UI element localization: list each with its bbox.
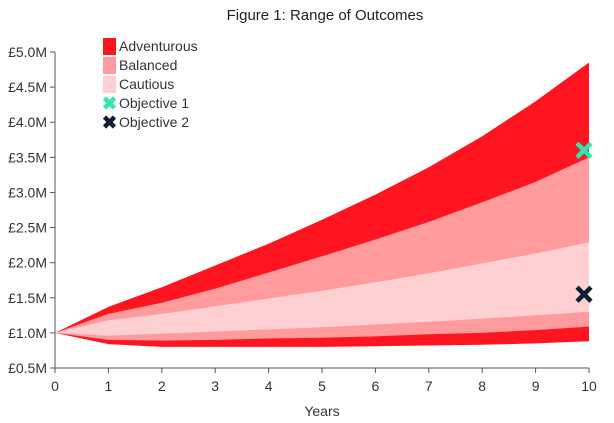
x-tick-label: 6 bbox=[372, 378, 380, 394]
y-tick-label: £0.5M bbox=[8, 360, 47, 376]
chart-title: Figure 1: Range of Outcomes bbox=[227, 7, 424, 24]
y-tick-label: £1.0M bbox=[8, 325, 47, 341]
y-tick-label: £2.5M bbox=[8, 220, 47, 236]
y-tick-label: £4.0M bbox=[8, 114, 47, 130]
x-tick-label: 2 bbox=[158, 378, 166, 394]
x-tick-label: 3 bbox=[211, 378, 219, 394]
y-tick-label: £4.5M bbox=[8, 79, 47, 95]
legend-swatch bbox=[103, 57, 116, 74]
legend-item-balanced: Balanced bbox=[103, 57, 177, 74]
legend-item-adventurous: Adventurous bbox=[103, 38, 198, 55]
legend-item-objective-1: Objective 1 bbox=[102, 95, 189, 111]
x-tick-label: 0 bbox=[51, 378, 59, 394]
x-tick-label: 8 bbox=[478, 378, 486, 394]
legend-label: Cautious bbox=[119, 76, 174, 92]
y-tick-label: £3.0M bbox=[8, 184, 47, 200]
legend-label: Adventurous bbox=[119, 38, 198, 54]
y-tick-label: £2.0M bbox=[8, 255, 47, 271]
y-ticks: £0.5M £1.0M £1.5M £2.0M £2.5M £3.0M £3.5M £4.0M… bbox=[8, 44, 55, 376]
legend-swatch bbox=[103, 38, 116, 55]
marker-objective-1 bbox=[575, 141, 593, 159]
y-tick-label: £1.5M bbox=[8, 290, 47, 306]
x-ticks: 0 1 2 3 4 5 6 7 8 9 10 bbox=[51, 368, 597, 394]
x-axis-title: Years bbox=[304, 403, 339, 419]
x-tick-label: 9 bbox=[532, 378, 540, 394]
legend-label: Objective 1 bbox=[119, 95, 189, 111]
x-tick-label: 4 bbox=[265, 378, 273, 394]
x-tick-label: 7 bbox=[425, 378, 433, 394]
area-cautious bbox=[55, 242, 589, 336]
area-layer bbox=[55, 62, 589, 347]
legend-label: Objective 2 bbox=[119, 114, 189, 130]
y-tick-label: £3.5M bbox=[8, 149, 47, 165]
legend-item-objective-2: Objective 2 bbox=[102, 114, 189, 130]
x-tick-label: 5 bbox=[318, 378, 326, 394]
marker-layer bbox=[575, 141, 593, 303]
legend-item-cautious: Cautious bbox=[103, 76, 174, 93]
x-tick-label: 10 bbox=[581, 378, 597, 394]
legend: Adventurous Balanced Cautious Objective 1 Ob… bbox=[102, 38, 198, 130]
legend-marker-icon bbox=[102, 96, 117, 110]
legend-label: Balanced bbox=[119, 57, 177, 73]
y-tick-label: £5.0M bbox=[8, 44, 47, 60]
legend-marker-icon bbox=[102, 115, 117, 129]
x-tick-label: 1 bbox=[105, 378, 113, 394]
marker-objective-2 bbox=[575, 285, 593, 303]
legend-swatch bbox=[103, 76, 116, 93]
